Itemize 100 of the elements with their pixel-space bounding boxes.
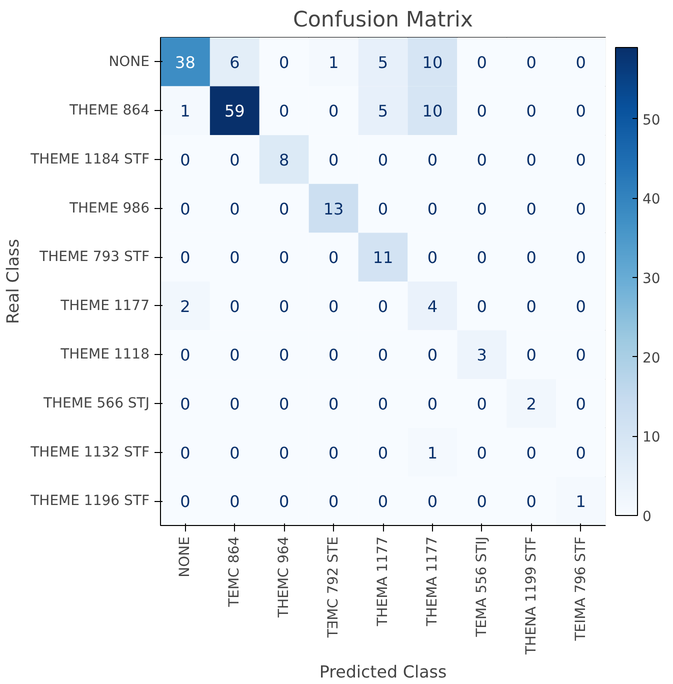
data-label: 0 xyxy=(180,346,190,365)
data-label: 0 xyxy=(180,394,190,414)
y-tick-label: THEME 1118 xyxy=(60,346,150,363)
data-label: 0 xyxy=(576,394,586,414)
x-tick-label: NONE xyxy=(177,536,194,578)
data-label: 6 xyxy=(230,52,240,72)
x-tick-label: TEMA 556 STIJ xyxy=(474,536,490,638)
data-label: 0 xyxy=(526,199,536,218)
color-bar-label: 50 xyxy=(642,112,660,128)
y-tick-label: NONE xyxy=(108,54,150,70)
data-label: 0 xyxy=(378,443,388,462)
data-label: 0 xyxy=(230,199,240,218)
color-bar-label: 30 xyxy=(642,271,660,288)
data-label: 0 xyxy=(230,296,240,316)
y-tick-label: THEME 793 STF xyxy=(38,249,150,266)
data-label: 0 xyxy=(526,492,536,512)
data-label: 0 xyxy=(279,248,290,268)
y-tick-label: THEME 1184 STF xyxy=(30,152,150,168)
data-label: 0 xyxy=(427,248,438,268)
data-label: 0 xyxy=(378,150,388,170)
data-label: 0 xyxy=(476,248,487,268)
data-label: 0 xyxy=(180,248,190,268)
color-bar-label: 40 xyxy=(642,192,660,208)
x-tick-label: THEMA 1177 xyxy=(424,536,440,628)
data-label: 0 xyxy=(180,443,190,462)
data-label: 0 xyxy=(279,394,290,414)
data-label: 0 xyxy=(576,102,586,121)
data-label: 0 xyxy=(230,394,240,414)
data-label: 0 xyxy=(576,346,586,365)
y-axis-title: Real Class xyxy=(4,238,23,324)
data-label: 0 xyxy=(476,102,487,121)
data-label: 0 xyxy=(180,492,190,512)
data-label: 0 xyxy=(427,394,438,414)
y-tick-label: THEME 566 STJ xyxy=(42,396,150,412)
data-label: 0 xyxy=(576,248,586,268)
x-tick-label: TƎMC 792 STE xyxy=(326,536,342,639)
data-label: 0 xyxy=(378,492,388,512)
data-label: 5 xyxy=(378,52,388,72)
data-label: 0 xyxy=(328,443,339,462)
data-label: 5 xyxy=(378,102,388,121)
data-label: 0 xyxy=(279,102,290,121)
data-label: 0 xyxy=(576,52,586,72)
data-label: 2 xyxy=(526,394,536,414)
data-label: 3 xyxy=(476,346,487,365)
data-label: 0 xyxy=(576,150,586,170)
data-label: 0 xyxy=(526,52,536,72)
data-label: 0 xyxy=(476,443,487,462)
data-label: 0 xyxy=(328,248,339,268)
data-label: 0 xyxy=(378,346,388,365)
data-label: 0 xyxy=(427,199,438,218)
data-label: 0 xyxy=(378,296,388,316)
data-label: 0 xyxy=(230,443,240,462)
data-label: 0 xyxy=(328,346,339,365)
data-label: 0 xyxy=(526,150,536,170)
chart-title: Confusion Matrix xyxy=(292,8,474,32)
data-label: 0 xyxy=(526,102,536,121)
data-label: 8 xyxy=(279,150,290,170)
x-axis-title: Predicted Class xyxy=(319,662,447,682)
data-label: 0 xyxy=(526,443,536,462)
data-label: 0 xyxy=(180,150,190,170)
data-label: 0 xyxy=(279,346,290,365)
x-tick-label: THENA 1199 STF xyxy=(523,536,540,656)
data-label: 0 xyxy=(279,199,290,218)
data-label: 0 xyxy=(476,492,487,512)
data-label: 0 xyxy=(279,443,290,462)
data-label: 0 xyxy=(476,394,487,414)
data-label: 59 xyxy=(224,102,245,121)
data-label: 0 xyxy=(476,52,487,72)
color-bar-label: 10 xyxy=(642,430,660,446)
data-label: 0 xyxy=(230,150,240,170)
data-label: 0 xyxy=(526,346,536,365)
data-label: 0 xyxy=(328,296,339,316)
data-label: 0 xyxy=(526,248,536,268)
data-label: 0 xyxy=(576,443,586,462)
data-label: 10 xyxy=(422,102,443,121)
data-label: 0 xyxy=(378,199,388,218)
data-label: 0 xyxy=(230,492,240,512)
y-tick-label: THEME 1177 xyxy=(60,298,150,314)
x-tick-label: THEMC 964 xyxy=(276,536,292,618)
data-label: 0 xyxy=(328,492,339,512)
data-label: 0 xyxy=(279,52,290,72)
data-label: 0 xyxy=(230,346,240,365)
data-label: 0 xyxy=(427,346,438,365)
data-label: 0 xyxy=(378,394,388,414)
y-tick-label: THEME 1132 STF xyxy=(30,444,150,460)
data-label: 4 xyxy=(427,296,438,316)
x-tick-label: TEMC 864 xyxy=(226,536,243,608)
data-label: 0 xyxy=(576,199,586,218)
data-label: 38 xyxy=(175,52,196,72)
data-label: 0 xyxy=(279,296,290,316)
data-label: 1 xyxy=(180,102,190,121)
y-tick-label: THEME 864 xyxy=(68,102,150,119)
data-label: 0 xyxy=(476,199,487,218)
data-label: 0 xyxy=(279,492,290,512)
x-tick-label: TEIMA 796 STF xyxy=(572,536,589,642)
color-bar-label: 0 xyxy=(642,509,652,525)
data-label: 0 xyxy=(576,296,586,316)
data-label: 0 xyxy=(328,102,339,121)
data-label: 0 xyxy=(476,296,487,316)
data-label: 0 xyxy=(328,394,339,414)
